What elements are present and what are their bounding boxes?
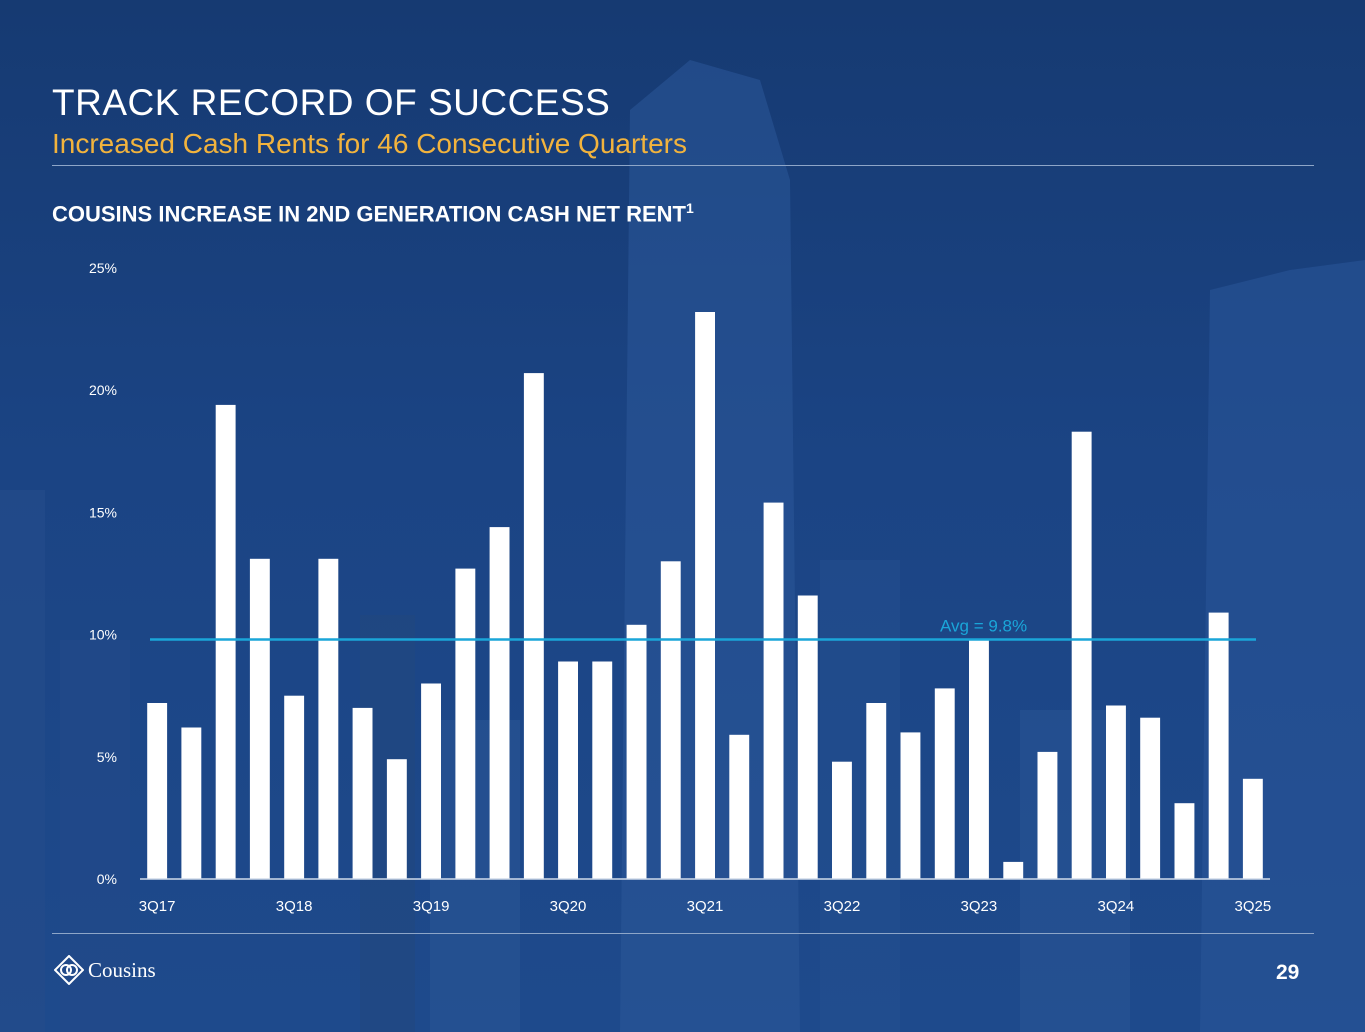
bar bbox=[729, 734, 750, 879]
bar bbox=[352, 707, 373, 879]
page-subtitle: Increased Cash Rents for 46 Consecutive … bbox=[52, 128, 687, 159]
bar bbox=[1003, 861, 1024, 879]
y-tick-label: 10% bbox=[89, 627, 117, 643]
y-tick-label: 0% bbox=[97, 871, 117, 887]
x-tick-label: 3Q21 bbox=[687, 898, 724, 915]
bar bbox=[934, 688, 955, 879]
bar bbox=[832, 761, 852, 879]
y-tick-label: 15% bbox=[89, 504, 117, 520]
chart-title: COUSINS INCREASE IN 2ND GENERATION CASH … bbox=[52, 200, 694, 227]
x-tick-label: 3Q18 bbox=[276, 898, 313, 915]
bar bbox=[797, 595, 818, 879]
bar bbox=[1071, 431, 1092, 879]
bar bbox=[523, 373, 544, 879]
bar bbox=[421, 683, 441, 879]
logo-text: Cousins bbox=[88, 957, 156, 982]
bar bbox=[763, 502, 784, 879]
header-divider bbox=[52, 165, 1314, 166]
bar bbox=[695, 312, 715, 879]
bar bbox=[249, 558, 270, 879]
bar bbox=[181, 727, 202, 879]
bar bbox=[866, 703, 887, 879]
bar bbox=[626, 624, 647, 879]
bar bbox=[489, 527, 510, 879]
cousins-logo-icon bbox=[54, 955, 84, 985]
x-tick-label: 3Q22 bbox=[824, 898, 861, 915]
x-tick-label: 3Q25 bbox=[1235, 898, 1272, 915]
x-tick-label: 3Q17 bbox=[139, 898, 176, 915]
bar bbox=[284, 695, 305, 879]
bar bbox=[386, 759, 407, 879]
footer-divider bbox=[52, 933, 1314, 934]
x-tick-label: 3Q20 bbox=[550, 898, 587, 915]
bar bbox=[1174, 803, 1195, 879]
bar bbox=[1037, 751, 1058, 879]
bar bbox=[1140, 717, 1161, 879]
bar bbox=[215, 404, 236, 879]
bar bbox=[1106, 705, 1126, 879]
bar bbox=[1208, 612, 1229, 879]
bar bbox=[147, 703, 168, 879]
y-tick-label: 5% bbox=[97, 749, 117, 765]
bar bbox=[969, 639, 989, 879]
x-tick-label: 3Q19 bbox=[413, 898, 450, 915]
bar bbox=[455, 568, 476, 879]
y-tick-label: 25% bbox=[89, 260, 117, 276]
page-title: TRACK RECORD OF SUCCESS bbox=[52, 82, 611, 123]
x-tick-label: 3Q23 bbox=[961, 898, 998, 915]
bar bbox=[900, 732, 921, 879]
bar bbox=[558, 661, 578, 879]
average-label: Avg = 9.8% bbox=[940, 616, 1027, 635]
bar bbox=[660, 561, 681, 879]
bar bbox=[318, 558, 339, 879]
footnote-marker: 1 bbox=[685, 200, 694, 216]
y-tick-label: 20% bbox=[89, 382, 117, 398]
page-number: 29 bbox=[1276, 961, 1300, 984]
chart-title-text: COUSINS INCREASE IN 2ND GENERATION CASH … bbox=[52, 201, 686, 227]
bar bbox=[592, 661, 613, 879]
cousins-logo: Cousins bbox=[54, 955, 156, 985]
bar bbox=[1242, 778, 1263, 879]
x-tick-label: 3Q24 bbox=[1098, 898, 1135, 915]
